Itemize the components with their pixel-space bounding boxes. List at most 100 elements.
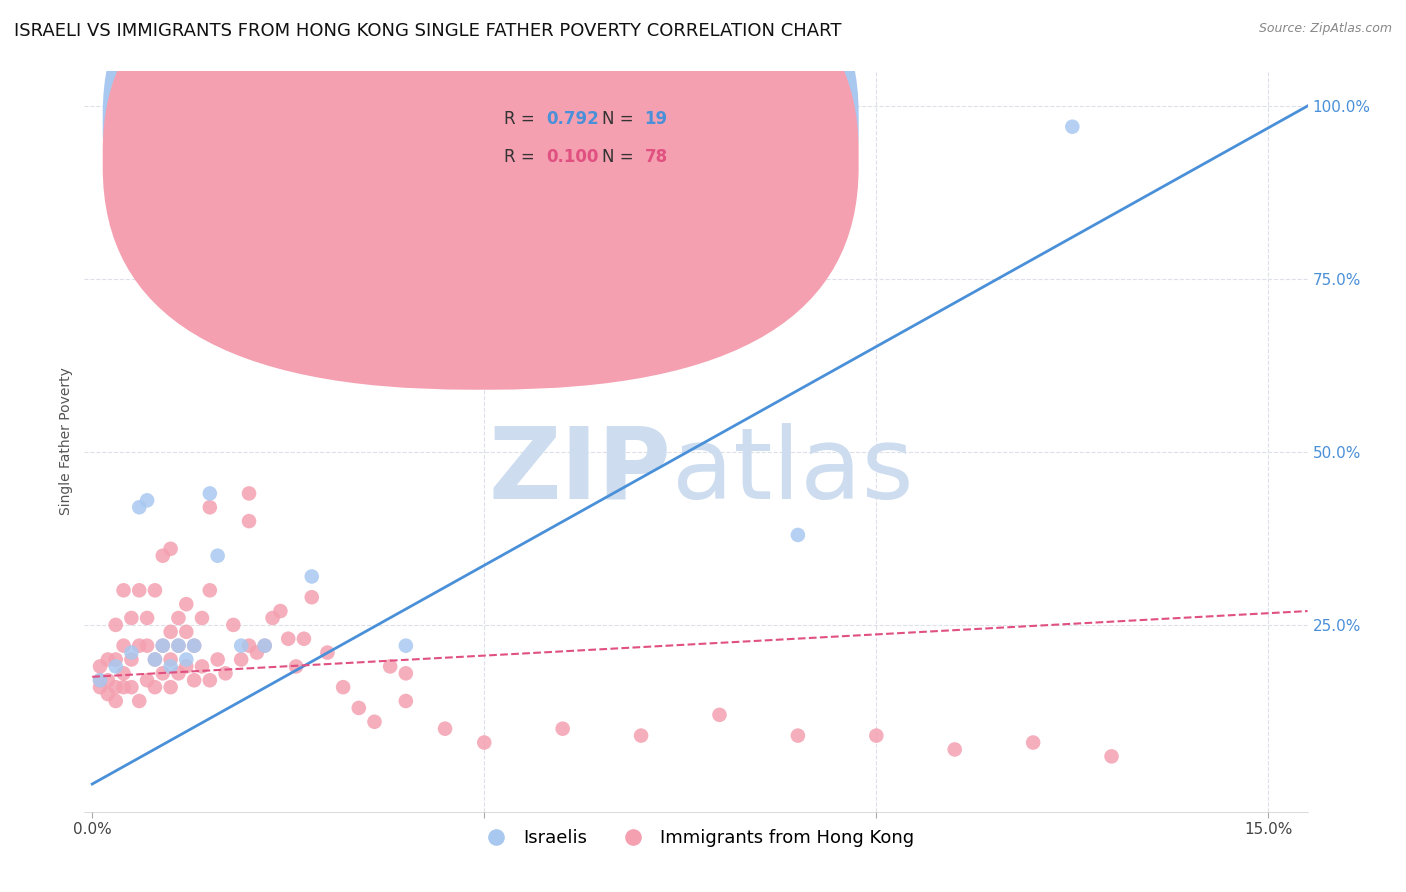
Point: [253, 639, 276, 653]
Point: [152, 549, 174, 563]
Point: [89, 673, 111, 688]
Point: [316, 646, 339, 660]
Point: [198, 583, 221, 598]
Y-axis label: Single Father Poverty: Single Father Poverty: [59, 368, 73, 516]
Point: [943, 742, 966, 756]
Point: [214, 666, 236, 681]
Legend: Israelis, Immigrants from Hong Kong: Israelis, Immigrants from Hong Kong: [471, 822, 921, 855]
Point: [380, 659, 402, 673]
Point: [152, 666, 174, 681]
Point: [136, 611, 159, 625]
Text: N =: N =: [602, 147, 638, 166]
Point: [238, 486, 260, 500]
Point: [395, 639, 418, 653]
Point: [395, 694, 418, 708]
Text: N =: N =: [602, 111, 638, 128]
Point: [104, 652, 127, 666]
Point: [301, 591, 323, 605]
Point: [231, 639, 253, 653]
Point: [120, 611, 142, 625]
Point: [238, 639, 260, 653]
Point: [104, 694, 127, 708]
Point: [120, 646, 142, 660]
Point: [128, 500, 150, 515]
Point: [89, 659, 111, 673]
Point: [285, 659, 308, 673]
Point: [136, 639, 159, 653]
Point: [787, 528, 810, 542]
Point: [238, 514, 260, 528]
Point: [167, 639, 190, 653]
Point: [231, 652, 253, 666]
Point: [222, 618, 245, 632]
Point: [551, 722, 574, 736]
Point: [128, 639, 150, 653]
Point: [292, 632, 315, 646]
Text: R =: R =: [503, 111, 540, 128]
Point: [395, 666, 418, 681]
Point: [128, 583, 150, 598]
FancyBboxPatch shape: [103, 0, 859, 390]
Point: [143, 680, 166, 694]
Point: [174, 597, 197, 611]
Point: [159, 624, 181, 639]
Point: [709, 707, 731, 722]
Point: [183, 639, 205, 653]
Point: [159, 659, 181, 673]
Text: atlas: atlas: [672, 423, 912, 520]
Point: [191, 611, 214, 625]
Point: [152, 639, 174, 653]
Point: [97, 673, 120, 688]
Text: Source: ZipAtlas.com: Source: ZipAtlas.com: [1258, 22, 1392, 36]
Point: [120, 680, 142, 694]
Point: [152, 639, 174, 653]
Point: [865, 729, 887, 743]
Point: [167, 611, 190, 625]
Text: R =: R =: [503, 147, 540, 166]
Point: [269, 604, 291, 618]
Point: [97, 652, 120, 666]
Text: 0.100: 0.100: [547, 147, 599, 166]
Point: [191, 659, 214, 673]
Point: [472, 735, 495, 749]
Point: [183, 639, 205, 653]
Text: ZIP: ZIP: [489, 423, 672, 520]
Point: [112, 666, 135, 681]
Point: [120, 652, 142, 666]
Point: [301, 569, 323, 583]
Point: [89, 673, 111, 688]
Point: [167, 666, 190, 681]
Point: [136, 673, 159, 688]
Point: [104, 659, 127, 673]
Point: [630, 729, 652, 743]
Text: 19: 19: [644, 111, 668, 128]
Point: [198, 486, 221, 500]
Point: [174, 652, 197, 666]
Point: [174, 659, 197, 673]
Point: [246, 646, 269, 660]
Point: [112, 583, 135, 598]
Point: [347, 701, 370, 715]
Point: [277, 632, 299, 646]
Point: [128, 694, 150, 708]
Point: [97, 687, 120, 701]
Point: [183, 673, 205, 688]
FancyBboxPatch shape: [103, 0, 859, 352]
Point: [198, 500, 221, 515]
Point: [1101, 749, 1123, 764]
Text: 78: 78: [644, 147, 668, 166]
Point: [262, 611, 284, 625]
Point: [143, 583, 166, 598]
Point: [434, 722, 457, 736]
Point: [159, 652, 181, 666]
Point: [253, 639, 276, 653]
Point: [167, 639, 190, 653]
Point: [89, 680, 111, 694]
Point: [332, 680, 354, 694]
Point: [112, 680, 135, 694]
Point: [159, 541, 181, 556]
Point: [104, 680, 127, 694]
Text: ISRAELI VS IMMIGRANTS FROM HONG KONG SINGLE FATHER POVERTY CORRELATION CHART: ISRAELI VS IMMIGRANTS FROM HONG KONG SIN…: [14, 22, 842, 40]
Point: [136, 493, 159, 508]
Point: [207, 549, 229, 563]
